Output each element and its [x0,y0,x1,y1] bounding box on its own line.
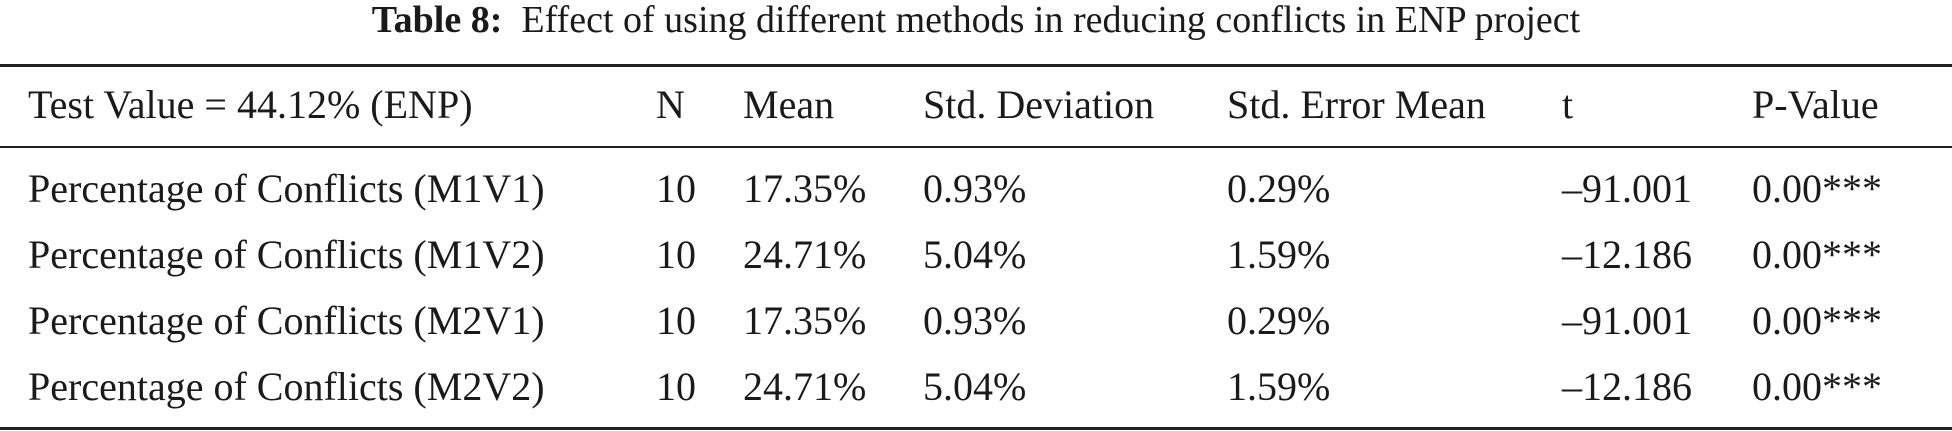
header-t: t [1562,82,1574,127]
cell-n: 10 [656,364,696,409]
cell-n: 10 [656,166,696,211]
cell-std-error-mean: 1.59% [1227,232,1331,277]
table-caption-text: Effect of using different methods in red… [521,0,1581,41]
cell-std-error-mean: 1.59% [1227,364,1331,409]
header-mean: Mean [743,82,835,127]
cell-mean: 24.71% [743,364,867,409]
cell-std-deviation: 5.04% [923,232,1027,277]
table-header-rule [0,146,1952,148]
cell-n: 10 [656,298,696,343]
cell-std-deviation: 5.04% [923,364,1027,409]
cell-n: 10 [656,232,696,277]
header-std-error-mean: Std. Error Mean [1227,82,1486,127]
table-row: Percentage of Conflicts (M2V2) 10 24.71%… [0,354,1952,420]
table-row: Percentage of Conflicts (M2V1) 10 17.35%… [0,288,1952,354]
cell-std-deviation: 0.93% [923,298,1027,343]
cell-p-value: 0.00*** [1752,298,1882,343]
header-n: N [656,82,685,127]
table-row: Percentage of Conflicts (M1V1) 10 17.35%… [0,156,1952,222]
cell-mean: 24.71% [743,232,867,277]
cell-mean: 17.35% [743,166,867,211]
cell-p-value: 0.00*** [1752,364,1882,409]
cell-p-value: 0.00*** [1752,166,1882,211]
table-row: Percentage of Conflicts (M1V2) 10 24.71%… [0,222,1952,288]
table-caption-label: Table 8: [371,0,503,41]
table-top-rule [0,64,1952,67]
header-p-value: P-Value [1752,82,1879,127]
table-caption: Table 8: Effect of using different metho… [0,0,1952,40]
cell-std-deviation: 0.93% [923,166,1027,211]
cell-std-error-mean: 0.29% [1227,166,1331,211]
cell-variable: Percentage of Conflicts (M2V2) [28,364,545,409]
cell-t: –12.186 [1562,232,1692,277]
cell-variable: Percentage of Conflicts (M1V2) [28,232,545,277]
cell-t: –91.001 [1562,166,1692,211]
cell-mean: 17.35% [743,298,867,343]
cell-variable: Percentage of Conflicts (M2V1) [28,298,545,343]
cell-std-error-mean: 0.29% [1227,298,1331,343]
header-test-value: Test Value = 44.12% (ENP) [28,82,473,127]
cell-t: –12.186 [1562,364,1692,409]
table-bottom-rule [0,427,1952,430]
cell-variable: Percentage of Conflicts (M1V1) [28,166,545,211]
table-header-row: Test Value = 44.12% (ENP) N Mean Std. De… [0,72,1952,138]
cell-t: –91.001 [1562,298,1692,343]
header-std-deviation: Std. Deviation [923,82,1155,127]
cell-p-value: 0.00*** [1752,232,1882,277]
